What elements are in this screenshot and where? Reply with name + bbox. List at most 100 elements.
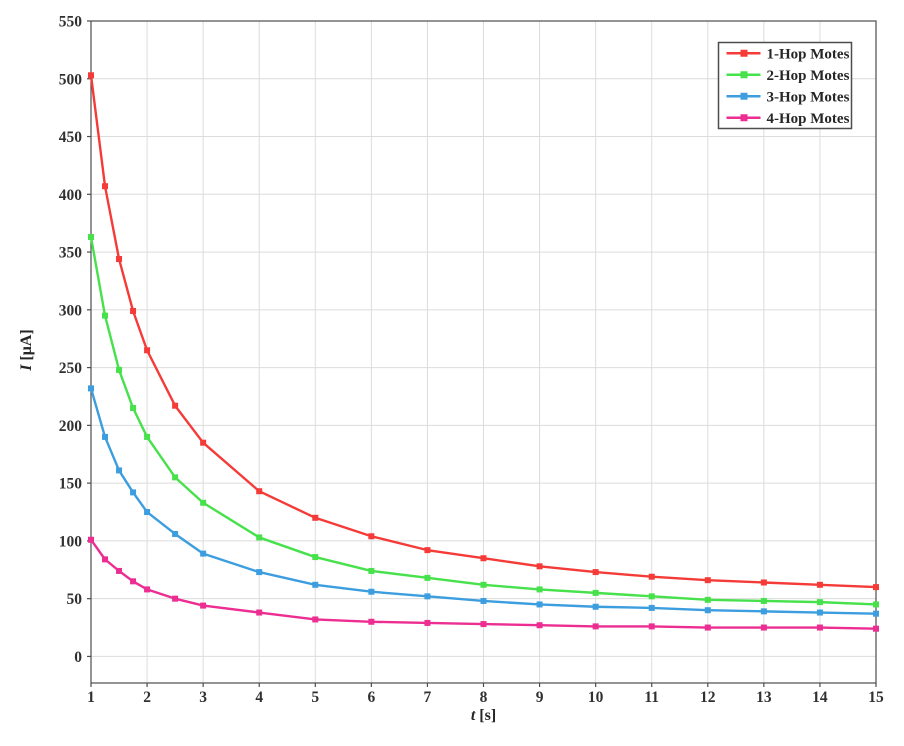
data-point-marker bbox=[424, 574, 431, 581]
x-tick-label: 12 bbox=[700, 689, 716, 706]
data-point-marker bbox=[172, 530, 179, 537]
data-point-marker bbox=[116, 255, 123, 262]
x-tick-label: 5 bbox=[311, 689, 319, 706]
data-point-marker bbox=[873, 584, 879, 591]
series-4-hop-motes bbox=[88, 536, 879, 632]
y-axis-label-variable: I bbox=[18, 364, 35, 371]
data-point-marker bbox=[172, 402, 179, 409]
data-point-marker bbox=[144, 586, 151, 593]
legend-item-1-hop-motes: 1-Hop Motes bbox=[726, 46, 850, 62]
series-markers-3-hop-motes bbox=[88, 385, 879, 617]
data-point-marker bbox=[368, 618, 375, 625]
legend-swatch-marker bbox=[740, 71, 748, 79]
data-point-marker bbox=[102, 312, 109, 319]
data-point-marker bbox=[816, 599, 823, 606]
data-point-marker bbox=[102, 556, 109, 563]
data-point-marker bbox=[536, 622, 543, 629]
data-point-marker bbox=[144, 347, 151, 354]
data-point-marker bbox=[88, 234, 94, 241]
y-tick-label: 400 bbox=[59, 187, 83, 204]
x-tick-label: 11 bbox=[644, 689, 659, 706]
data-point-marker bbox=[200, 499, 207, 506]
x-tick-label: 6 bbox=[367, 689, 375, 706]
series-1-hop-motes bbox=[88, 72, 879, 591]
y-tick-label: 100 bbox=[59, 533, 83, 550]
data-point-marker bbox=[760, 597, 767, 604]
data-point-marker bbox=[102, 183, 109, 190]
data-point-marker bbox=[130, 405, 137, 412]
x-tick-label: 3 bbox=[199, 689, 207, 706]
data-point-marker bbox=[116, 467, 123, 474]
data-point-marker bbox=[116, 567, 123, 574]
data-point-marker bbox=[130, 578, 137, 585]
data-point-marker bbox=[816, 581, 823, 588]
data-point-marker bbox=[256, 534, 263, 541]
data-point-marker bbox=[312, 581, 319, 588]
legend-label: 4-Hop Motes bbox=[767, 111, 850, 127]
data-point-marker bbox=[592, 569, 599, 576]
data-point-marker bbox=[102, 433, 109, 440]
data-point-marker bbox=[172, 595, 179, 602]
y-tick-label: 300 bbox=[59, 302, 83, 319]
data-point-marker bbox=[88, 536, 94, 543]
data-point-marker bbox=[312, 554, 319, 561]
data-point-marker bbox=[760, 608, 767, 615]
x-axis-label-variable: t bbox=[470, 707, 476, 724]
x-tick-label: 14 bbox=[812, 689, 828, 706]
legend-label: 3-Hop Motes bbox=[767, 89, 850, 105]
data-point-marker bbox=[536, 563, 543, 570]
data-point-marker bbox=[312, 514, 319, 521]
data-point-marker bbox=[648, 623, 655, 630]
x-tick-label: 15 bbox=[868, 689, 884, 706]
legend-item-3-hop-motes: 3-Hop Motes bbox=[726, 89, 850, 105]
y-tick-label: 50 bbox=[67, 591, 83, 608]
data-point-marker bbox=[88, 72, 94, 79]
y-tick-label: 150 bbox=[59, 476, 83, 493]
y-axis-label: I [μA] bbox=[18, 329, 36, 371]
y-tick-label: 550 bbox=[59, 14, 83, 31]
x-tick-label: 10 bbox=[588, 689, 604, 706]
tick-marks bbox=[87, 20, 877, 687]
tick-labels: 1 2 3 4 5 6 7 8 9 10 11 12 13 14 150501001502002503003… bbox=[59, 14, 884, 707]
series-3-hop-motes bbox=[88, 385, 879, 617]
x-tick-label: 9 bbox=[536, 689, 544, 706]
legend-item-4-hop-motes: 4-Hop Motes bbox=[726, 111, 850, 127]
data-point-marker bbox=[480, 555, 487, 562]
data-point-marker bbox=[256, 569, 263, 576]
y-tick-label: 450 bbox=[59, 129, 83, 146]
data-point-marker bbox=[648, 573, 655, 580]
y-tick-label: 0 bbox=[74, 649, 82, 666]
legend: 1-Hop Motes 2-Hop Motes 3-Hop Motes 4-Hop M… bbox=[717, 41, 853, 130]
data-point-marker bbox=[480, 621, 487, 628]
data-point-marker bbox=[424, 547, 431, 554]
legend-swatch-marker bbox=[740, 49, 748, 57]
data-point-marker bbox=[424, 593, 431, 600]
data-point-marker bbox=[368, 567, 375, 574]
data-point-marker bbox=[144, 433, 151, 440]
data-point-marker bbox=[312, 616, 319, 623]
data-point-marker bbox=[172, 474, 179, 481]
x-tick-label: 2 bbox=[143, 689, 151, 706]
data-point-marker bbox=[424, 619, 431, 626]
data-point-marker bbox=[873, 601, 879, 608]
data-point-marker bbox=[873, 610, 879, 617]
x-tick-label: 8 bbox=[480, 689, 488, 706]
data-point-marker bbox=[816, 624, 823, 631]
data-point-marker bbox=[88, 385, 94, 392]
y-tick-label: 350 bbox=[59, 245, 83, 262]
data-point-marker bbox=[480, 597, 487, 604]
y-tick-label: 250 bbox=[59, 360, 83, 377]
series-markers-2-hop-motes bbox=[88, 234, 879, 608]
data-point-marker bbox=[256, 488, 263, 495]
data-point-marker bbox=[704, 624, 711, 631]
data-point-marker bbox=[116, 366, 123, 373]
legend-swatch-marker bbox=[740, 92, 748, 100]
series-markers-1-hop-motes bbox=[88, 72, 879, 591]
data-point-marker bbox=[592, 603, 599, 610]
legend-box bbox=[717, 41, 853, 130]
x-tick-label: 13 bbox=[756, 689, 772, 706]
y-tick-label: 500 bbox=[59, 71, 83, 88]
y-tick-label: 200 bbox=[59, 418, 83, 435]
